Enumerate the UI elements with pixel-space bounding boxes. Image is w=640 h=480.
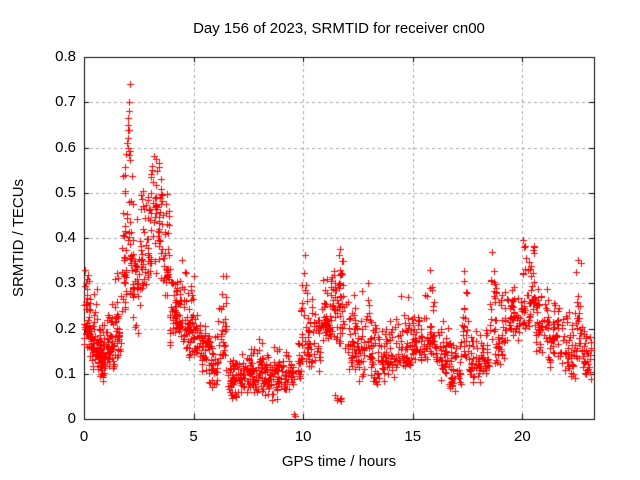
y-tick-label: 0.1 bbox=[55, 364, 76, 382]
x-tick-label: 5 bbox=[189, 428, 198, 445]
y-tick-label: 0.4 bbox=[55, 229, 76, 246]
y-tick-label: 0.7 bbox=[55, 93, 76, 111]
x-tick-label: 15 bbox=[404, 428, 422, 445]
y-tick-label: 0.3 bbox=[55, 274, 76, 292]
y-tick-label: 0.2 bbox=[55, 319, 76, 337]
x-axis-label: GPS time / hours bbox=[281, 453, 397, 470]
y-tick-label: 0.5 bbox=[55, 183, 76, 201]
y-tick-label: 0 bbox=[67, 410, 76, 427]
x-tick-label: 0 bbox=[79, 428, 89, 445]
y-tick-label: 0.8 bbox=[55, 48, 76, 65]
chart-title: Day 156 of 2023, SRMTID for receiver cn0… bbox=[193, 20, 485, 37]
x-tick-label: 10 bbox=[294, 428, 312, 445]
x-tick-label: 20 bbox=[513, 428, 531, 445]
y-tick-label: 0.6 bbox=[55, 138, 76, 156]
